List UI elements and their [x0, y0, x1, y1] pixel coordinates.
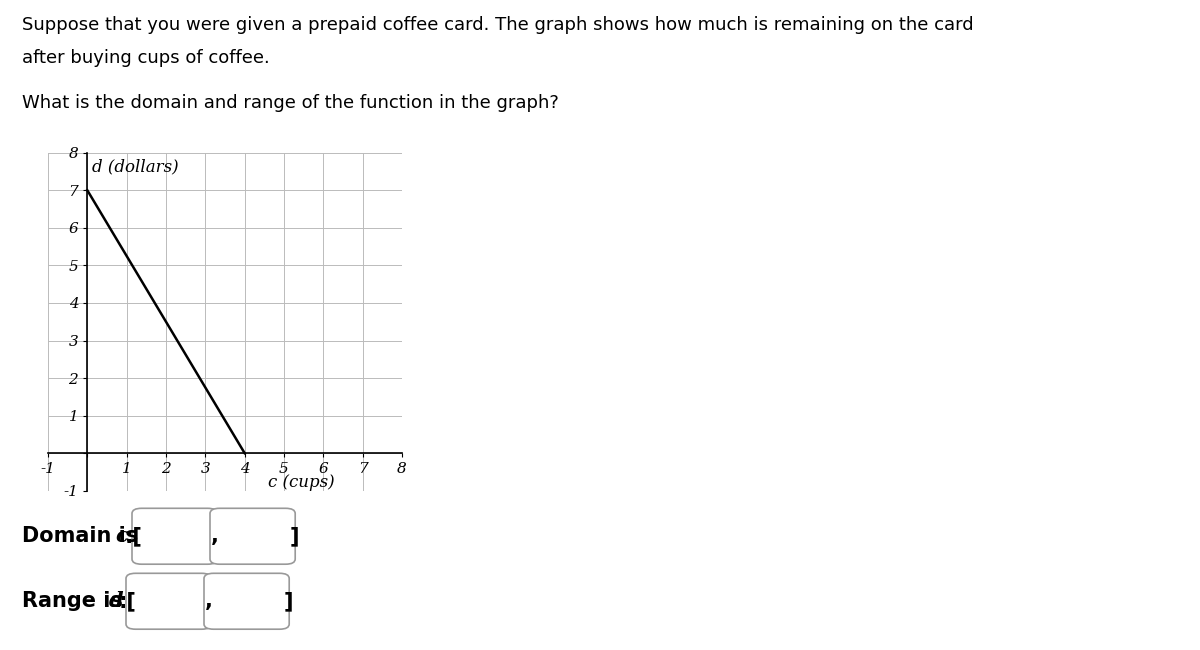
- Text: Domain is: Domain is: [22, 526, 145, 546]
- Text: d (dollars): d (dollars): [92, 159, 179, 176]
- Text: d: d: [109, 592, 124, 611]
- Text: :[: :[: [125, 526, 143, 546]
- Text: ]: ]: [283, 592, 293, 611]
- Text: Range is: Range is: [22, 592, 130, 611]
- Text: :[: :[: [119, 592, 137, 611]
- Text: after buying cups of coffee.: after buying cups of coffee.: [22, 49, 269, 67]
- Text: Suppose that you were given a prepaid coffee card. The graph shows how much is r: Suppose that you were given a prepaid co…: [22, 16, 973, 34]
- Text: What is the domain and range of the function in the graph?: What is the domain and range of the func…: [22, 94, 558, 112]
- Text: ,: ,: [205, 592, 214, 611]
- Text: ,: ,: [211, 526, 220, 546]
- Text: c: c: [115, 526, 128, 546]
- Text: c (cups): c (cups): [269, 474, 335, 491]
- Text: ]: ]: [289, 526, 299, 546]
